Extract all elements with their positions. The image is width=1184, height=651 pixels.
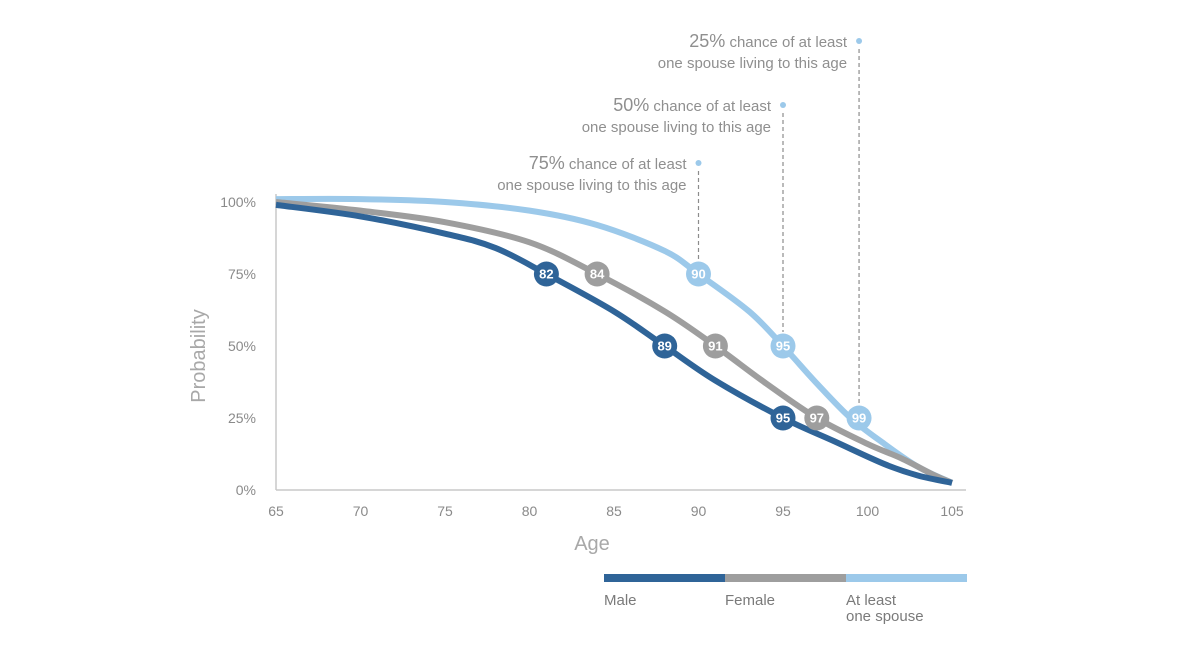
data-point-marker (846, 405, 872, 431)
x-tick-label: 105 (940, 503, 964, 519)
data-point-label: 89 (657, 339, 671, 354)
annotation-heading: 25% chance of at least (689, 31, 848, 51)
annotation-heading: 75% chance of at least (529, 153, 688, 173)
y-tick-label: 50% (228, 338, 256, 354)
legend-label: Female (725, 592, 775, 609)
data-point-label: 90 (691, 267, 705, 282)
x-tick-label: 85 (606, 503, 622, 519)
y-tick-label: 100% (220, 194, 256, 210)
x-axis-title: Age (574, 533, 610, 555)
data-point-label: 95 (776, 339, 790, 354)
x-tick-label: 75 (437, 503, 453, 519)
data-point-marker (533, 261, 559, 287)
data-point-label: 82 (539, 267, 553, 282)
x-tick-label: 90 (691, 503, 707, 519)
data-point-marker (770, 333, 796, 359)
annotation-subtext: one spouse living to this age (497, 177, 686, 194)
annotation-subtext: one spouse living to this age (658, 55, 847, 72)
x-tick-label: 65 (268, 503, 284, 519)
y-tick-label: 75% (228, 266, 256, 282)
legend-swatch (725, 574, 846, 582)
series-markers: 90 95 99 84 91 97 82 89 95 (533, 261, 872, 431)
series-lines (275, 195, 954, 486)
x-tick-label: 95 (775, 503, 791, 519)
data-point-label: 91 (708, 339, 722, 354)
legend-label: one spouse (846, 608, 924, 625)
legend-label: At least (846, 592, 897, 609)
legend-swatch (846, 574, 967, 582)
annotation-dot (856, 38, 863, 44)
data-point-marker (686, 261, 711, 287)
annotation-dot (780, 102, 786, 108)
data-point-marker (652, 333, 678, 359)
legend-swatch (604, 574, 725, 582)
data-point-label: 84 (590, 267, 605, 282)
x-tick-label: 70 (353, 503, 369, 519)
data-point-label: 97 (810, 411, 824, 426)
y-tick-label: 25% (228, 410, 256, 426)
annotation-heading: 50% chance of at least (613, 95, 772, 115)
data-point-marker (702, 333, 728, 359)
annotations-group: 75% chance of at least one spouse living … (497, 31, 863, 404)
legend-label: Male (604, 592, 637, 609)
y-axis-title: Probability (188, 309, 210, 402)
x-tick-label: 80 (522, 503, 538, 519)
y-tick-labels: 0% 25% 50% 75% 100% (220, 194, 256, 498)
series-line-male (275, 201, 953, 486)
data-point-marker (584, 261, 610, 287)
series-line-at-least-one-spouse (275, 195, 954, 486)
data-point-label: 99 (852, 411, 866, 426)
data-point-label: 95 (776, 411, 790, 426)
x-tick-labels: 65 70 75 80 85 90 95 100 105 (268, 503, 964, 519)
y-tick-label: 0% (236, 482, 256, 498)
annotation-dot (695, 160, 702, 166)
data-point-marker (804, 405, 830, 431)
series-line-female (275, 199, 954, 486)
x-tick-label: 100 (856, 503, 880, 519)
axes-group (275, 194, 966, 491)
data-point-marker (770, 405, 796, 431)
annotation-subtext: one spouse living to this age (582, 119, 771, 136)
